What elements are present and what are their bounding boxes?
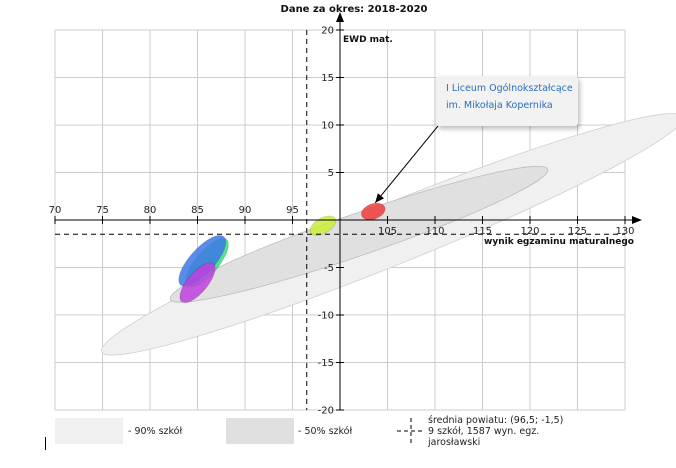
y-tick-label: -5 <box>324 263 334 274</box>
x-tick-label: 80 <box>144 205 157 216</box>
legend-mean-label: średnia powiatu: (96,5; -1,5) <box>428 415 564 426</box>
x-tick-label: 115 <box>473 226 492 237</box>
x-tick-label: 105 <box>378 226 397 237</box>
annotation-callout: I Liceum Ogólnokształcące im. Mikołaja K… <box>436 76 578 126</box>
x-tick-label: 125 <box>568 226 587 237</box>
x-tick-label: 70 <box>49 205 62 216</box>
legend-label-90: - 90% szkół <box>128 426 183 437</box>
legend-count-label: 9 szkół, 1587 wyn. egz. <box>428 426 540 437</box>
x-axis-label: wynik egzaminu maturalnego <box>484 237 634 247</box>
x-tick-label: 95 <box>286 205 299 216</box>
school-ellipse <box>360 202 386 221</box>
region-50-ellipse <box>169 165 549 303</box>
annotation-arrow <box>374 125 439 204</box>
school-ellipse <box>309 215 337 236</box>
legend-mean-symbol <box>397 418 425 444</box>
y-tick-label: -10 <box>318 311 334 322</box>
school-ellipse <box>179 262 216 304</box>
x-tick-label: 90 <box>239 205 252 216</box>
x-tick-label: 130 <box>615 226 634 237</box>
y-axis-arrow <box>336 12 344 22</box>
y-tick-label: 20 <box>321 26 334 37</box>
schools <box>178 202 386 304</box>
x-tick-label: 75 <box>96 205 109 216</box>
annotation-arrow-head <box>375 193 385 203</box>
y-axis-label: EWD mat. <box>343 35 393 45</box>
legend-swatch-50 <box>226 418 294 444</box>
legend-swatch-90 <box>55 418 123 444</box>
axes <box>55 12 642 410</box>
annotation-line-1: I Liceum Ogólnokształcące <box>446 83 573 94</box>
y-tick-label: 10 <box>321 121 334 132</box>
chart-title: Dane za okres: 2018-2020 <box>281 4 428 15</box>
y-tick-label: -15 <box>318 358 334 369</box>
annotation-line-2: im. Mikołaja Kopernika <box>446 100 553 111</box>
y-tick-label: -20 <box>318 406 334 417</box>
y-tick-label: 5 <box>328 168 334 179</box>
legend-label-50: - 50% szkół <box>298 426 353 437</box>
x-axis-arrow <box>632 216 642 224</box>
legend-region-label: jarosławski <box>428 437 481 448</box>
annotation-arrow-line <box>374 125 439 204</box>
x-tick-label: 85 <box>191 205 204 216</box>
text-cursor <box>45 437 46 450</box>
y-tick-label: 15 <box>321 73 334 84</box>
x-tick-label: 120 <box>520 226 539 237</box>
x-tick-label: 110 <box>425 226 444 237</box>
